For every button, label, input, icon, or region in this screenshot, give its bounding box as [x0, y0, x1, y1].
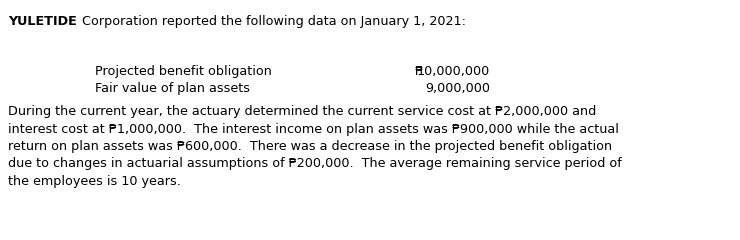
Text: Projected benefit obligation: Projected benefit obligation: [95, 65, 272, 78]
Text: due to changes in actuarial assumptions of ₱200,000.  The average remaining serv: due to changes in actuarial assumptions …: [8, 157, 622, 170]
Text: Corporation reported the following data on January 1, 2021:: Corporation reported the following data …: [78, 15, 465, 28]
Text: return on plan assets was ₱600,000.  There was a decrease in the projected benef: return on plan assets was ₱600,000. Ther…: [8, 140, 612, 153]
Text: YULETIDE: YULETIDE: [8, 15, 77, 28]
Text: interest cost at ₱1,000,000.  The interest income on plan assets was ₱900,000 wh: interest cost at ₱1,000,000. The interes…: [8, 122, 619, 136]
Text: During the current year, the actuary determined the current service cost at ₱2,0: During the current year, the actuary det…: [8, 105, 596, 118]
Text: 9,000,000: 9,000,000: [425, 82, 490, 95]
Text: the employees is 10 years.: the employees is 10 years.: [8, 175, 181, 188]
Text: 10,000,000: 10,000,000: [417, 65, 490, 78]
Text: Fair value of plan assets: Fair value of plan assets: [95, 82, 250, 95]
Text: ₱: ₱: [415, 65, 423, 78]
